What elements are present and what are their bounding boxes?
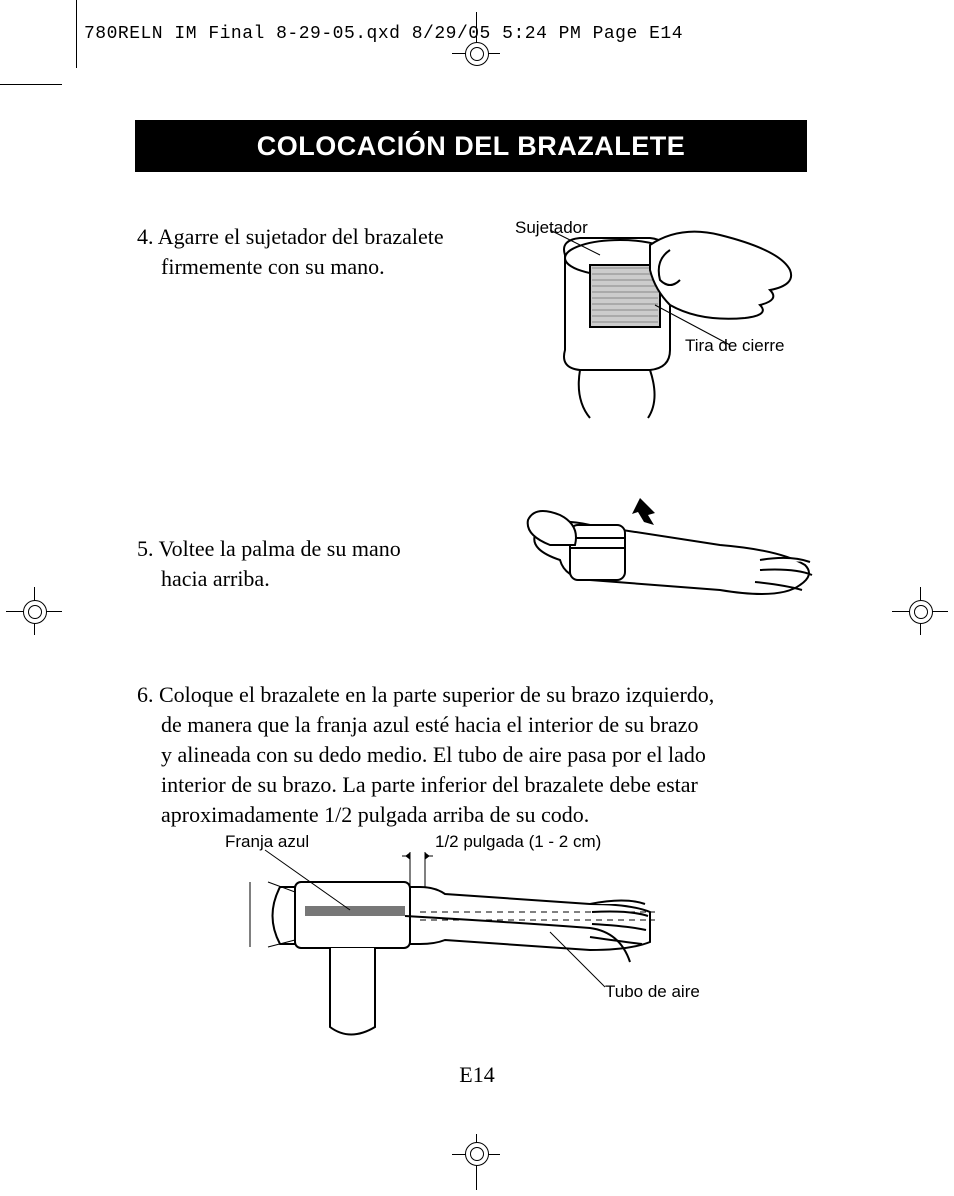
step-5-line1: Voltee la palma de su mano (159, 536, 401, 561)
figure-1-label-tira: Tira de cierre (685, 336, 785, 356)
section-title: COLOCACIÓN DEL BRAZALETE (135, 120, 807, 172)
print-header-line: 780RELN IM Final 8-29-05.qxd 8/29/05 5:2… (84, 24, 683, 44)
step-6: 6. Coloque el brazalete en la parte supe… (137, 680, 827, 830)
step-4: 4. Agarre el sujetador del brazalete fir… (137, 222, 497, 282)
figure-2-palm-up (520, 490, 820, 630)
step-5-line2: hacia arriba. (137, 564, 497, 594)
step-6-line3: y alineada con su dedo medio. El tubo de… (137, 740, 827, 770)
step-5-number: 5. (137, 536, 154, 561)
step-6-line4: interior de su brazo. La parte inferior … (137, 770, 827, 800)
figure-3-label-half-inch: 1/2 pulgada (1 - 2 cm) (435, 832, 601, 852)
step-6-line5: aproximadamente 1/2 pulgada arriba de su… (137, 800, 827, 830)
step-4-line1: Agarre el sujetador del brazalete (158, 224, 444, 249)
step-5: 5. Voltee la palma de su mano hacia arri… (137, 534, 497, 594)
step-6-line1: Coloque el brazalete en la parte superio… (159, 682, 714, 707)
figure-3-label-tubo: Tubo de aire (605, 982, 700, 1002)
crop-mark-bottom-circle-inner (470, 1147, 484, 1161)
figure-1-label-sujetador: Sujetador (515, 218, 588, 238)
crop-mark-top-circle-inner (470, 47, 484, 61)
step-4-line2: firmemente con su mano. (137, 252, 497, 282)
crop-corner-tl-vertical (76, 0, 77, 68)
crop-mark-left-circle-inner (28, 605, 42, 619)
page-number: E14 (0, 1062, 954, 1088)
figure-3-arm-placement: Franja azul 1/2 pulgada (1 - 2 cm) Tubo … (210, 832, 730, 1052)
step-4-number: 4. (137, 224, 154, 249)
step-6-number: 6. (137, 682, 154, 707)
figure-1-cuff-grip: Sujetador Tira de cierre (520, 210, 820, 425)
figure-3-label-franja: Franja azul (225, 832, 309, 852)
crop-corner-tl-horizontal (0, 84, 62, 85)
step-6-line2: de manera que la franja azul esté hacia … (137, 710, 827, 740)
crop-mark-right-circle-inner (914, 605, 928, 619)
